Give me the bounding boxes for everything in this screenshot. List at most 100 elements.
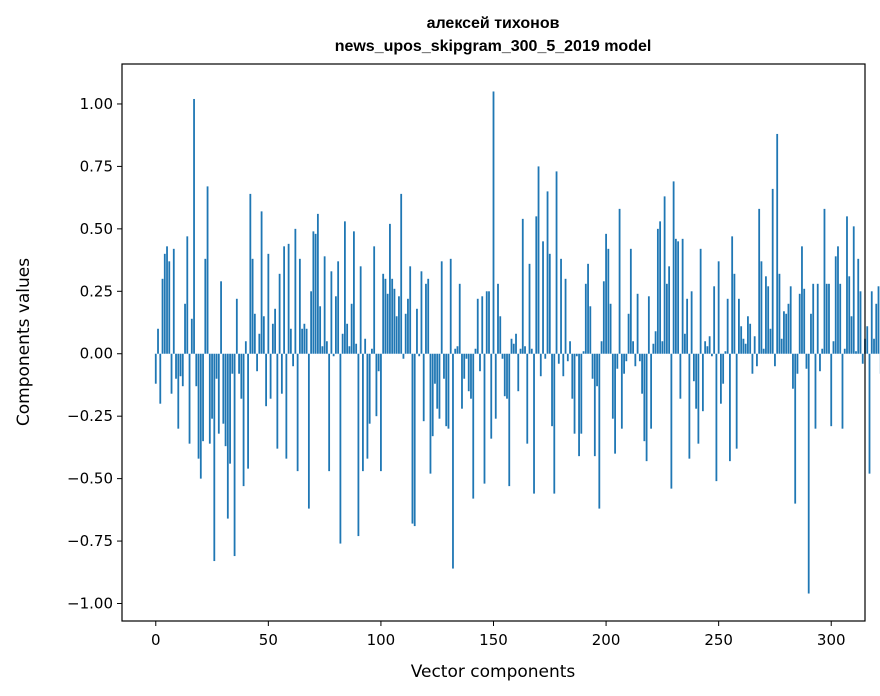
bar-30: [222, 353, 225, 424]
bar-33: [229, 353, 231, 464]
bar-173: [544, 353, 547, 359]
bar-62: [294, 228, 297, 354]
plot-frame: [121, 63, 866, 622]
bar-264: [749, 323, 752, 354]
bar-119: [422, 353, 425, 422]
bar-204: [614, 353, 616, 454]
bar-295: [819, 353, 821, 372]
bar-250: [717, 261, 720, 354]
bar-124: [434, 353, 436, 384]
bar-52: [271, 323, 274, 354]
bar-40: [244, 341, 247, 354]
bar-67: [305, 328, 308, 354]
bar-302: [834, 256, 837, 354]
bar-238: [690, 291, 693, 354]
bar-163: [521, 218, 524, 354]
bar-115: [413, 353, 416, 527]
bar-272: [767, 286, 770, 354]
bar-23: [206, 186, 209, 354]
bar-95: [368, 353, 371, 424]
bar-145: [481, 296, 484, 354]
bar-6: [168, 261, 171, 354]
bar-230: [672, 181, 675, 354]
bar-176: [551, 353, 553, 427]
bar-8: [172, 248, 175, 354]
y-tick-label: −0.75: [67, 532, 113, 550]
bar-282: [789, 286, 792, 354]
bar-299: [828, 283, 830, 354]
bar-152: [497, 283, 499, 354]
bar-156: [506, 353, 508, 399]
bar-300: [830, 353, 833, 427]
bar-261: [742, 338, 745, 354]
y-axis-ticks: 1.00 0.75 0.50 0.25 0.00 −0.25 −0.50 −0.75 −1.00: [67, 95, 122, 613]
bar-138: [465, 353, 468, 359]
bar-107: [395, 316, 398, 354]
bar-312: [857, 258, 860, 354]
bar-159: [512, 343, 515, 354]
bar-113: [409, 266, 412, 354]
bar-102: [384, 278, 387, 354]
bar-183: [566, 353, 569, 362]
bar-20: [199, 353, 202, 479]
bar-213: [634, 353, 637, 367]
bar-259: [738, 298, 740, 354]
bar-239: [692, 353, 695, 382]
bar-319: [873, 338, 875, 354]
bar-59: [287, 243, 290, 354]
bar-148: [488, 291, 490, 354]
bar-32: [226, 353, 229, 519]
bar-150: [492, 91, 495, 354]
bar-14: [186, 236, 189, 354]
y-tick-label: 0.75: [80, 157, 113, 175]
bar-0: [154, 353, 157, 384]
bar-269: [760, 261, 763, 354]
bars-group: [154, 91, 880, 594]
bar-316: [866, 326, 869, 354]
bar-169: [535, 216, 538, 354]
bar-178: [555, 171, 558, 354]
bar-28: [217, 353, 220, 434]
bar-286: [798, 293, 801, 354]
bar-37: [238, 353, 240, 374]
bar-118: [420, 271, 423, 354]
bar-27: [215, 353, 218, 379]
bar-289: [805, 353, 808, 369]
bar-51: [269, 353, 272, 399]
bar-209: [625, 353, 628, 362]
bar-5: [166, 246, 168, 354]
bar-283: [792, 353, 794, 389]
bar-70: [312, 231, 315, 354]
bar-222: [654, 331, 657, 354]
bar-134: [456, 346, 459, 354]
bar-21: [202, 353, 204, 442]
bar-72: [316, 213, 319, 354]
bar-227: [665, 283, 668, 354]
bar-78: [330, 271, 333, 354]
bar-105: [391, 278, 394, 354]
bar-242: [699, 248, 702, 354]
bar-260: [740, 326, 743, 354]
bar-298: [825, 283, 828, 354]
bar-172: [542, 241, 544, 354]
bar-225: [661, 341, 664, 354]
bar-3: [161, 278, 164, 354]
bar-136: [461, 353, 463, 409]
bar-308: [848, 276, 851, 354]
bar-114: [411, 353, 414, 524]
bar-263: [747, 316, 749, 354]
bar-133: [454, 348, 457, 354]
x-tick-label: 250: [704, 631, 733, 649]
bar-199: [602, 281, 605, 354]
bar-22: [204, 258, 207, 354]
y-tick-label: 1.00: [80, 95, 113, 113]
bar-158: [510, 338, 513, 354]
bar-41: [247, 353, 249, 469]
bar-297: [823, 208, 826, 354]
bar-106: [393, 288, 396, 354]
bar-251: [720, 353, 722, 404]
y-tick-label: 0.00: [80, 345, 113, 363]
bar-100: [380, 353, 382, 472]
bar-90: [357, 353, 360, 537]
bar-254: [726, 298, 729, 354]
